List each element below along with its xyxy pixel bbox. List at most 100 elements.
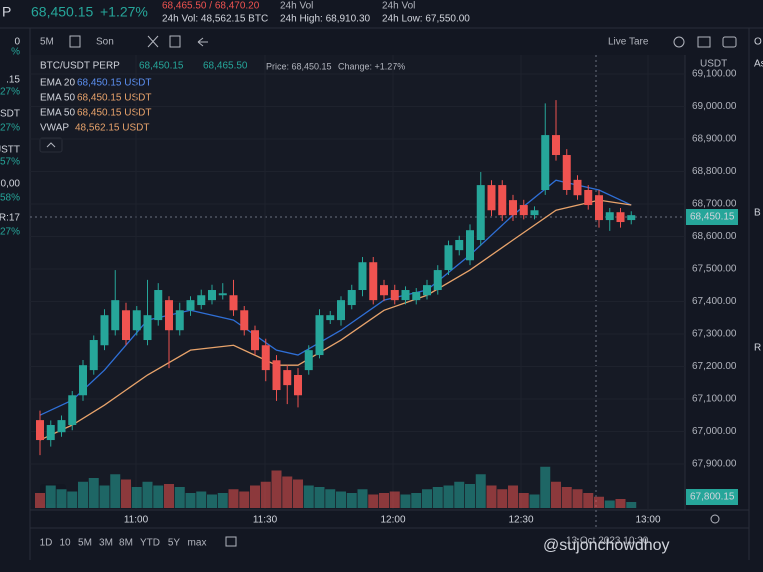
volume-bar [400,494,411,508]
volume: 24h Vol: 48,562.15 BTC [162,14,268,25]
bid-ask: 68,465.50 / 68,470.20 [162,1,260,12]
axis-settings-icon[interactable] [710,514,720,524]
volume-bar [45,485,56,508]
tool-icon[interactable] [147,35,159,48]
left-panel-text: .58% [0,193,20,204]
time-label: 11:00 [124,515,149,526]
collapse-button[interactable] [39,137,63,153]
volume-bar [443,485,454,508]
interval[interactable]: 5M [40,37,54,48]
volume-bar [465,484,475,508]
candle-body [573,179,582,196]
undo-icon[interactable] [197,37,208,47]
candle-body [519,205,528,216]
volume-bar [518,493,529,508]
range-button[interactable]: 3M [99,538,113,549]
volume-bar [164,484,174,508]
right-panel-text: B [754,208,761,219]
candle-body [562,155,571,190]
candle-body [79,365,87,396]
watermark: @sujonchowdhoy [543,537,670,554]
chart-type-icon[interactable] [69,35,81,48]
volume-bar [67,491,78,508]
range-button[interactable]: 5Y [168,538,181,549]
tool-icon[interactable] [169,35,181,48]
left-panel-text: 0 [14,37,20,48]
candle-body [294,375,302,396]
last-price-text: 68,450.15 [690,212,735,223]
candle-body [498,185,507,216]
candle-body [412,291,421,301]
indicator-name: VWAP [40,123,69,134]
candle-body [326,315,335,321]
low: 24h Low: 67,550.00 [382,14,470,25]
candle-body [283,370,292,386]
indicator-name: EMA 50 [40,108,75,119]
range-button[interactable]: 10 [59,538,71,549]
volume-bar [346,493,357,508]
left-panel-text: .27% [0,227,20,238]
change: +1.27% [100,4,148,20]
live-menu[interactable]: Live Tare [608,37,649,48]
fullscreen-icon[interactable] [697,36,711,48]
indicator-value: 68,450.15 USDT [77,108,152,119]
volume-bar [432,487,443,508]
volume-bar [131,487,142,508]
candle-body [175,310,184,331]
volume-bar [142,481,153,508]
collapse-icon [46,142,56,148]
volume-bar [336,491,346,508]
range-button[interactable]: YTD [140,538,160,549]
volume-bar [529,494,540,508]
range-button[interactable]: 8M [119,538,133,549]
left-panel-text: USDT [0,109,20,120]
indicator-name: EMA 20 [40,78,75,89]
volume-bar [572,489,583,508]
axis-unit: USDT [700,59,727,70]
candle-body [401,290,410,301]
volume-bar [121,479,131,508]
price: 68,450.15 [31,4,93,20]
volume-bar [508,485,518,508]
volume-bar [540,466,551,508]
candle-body [165,300,173,331]
plot-area [30,55,685,510]
range-button[interactable]: 5M [78,538,92,549]
settings-icon[interactable] [673,36,685,48]
stat-title: 24h Vol [382,1,415,12]
range-button[interactable]: max [188,538,207,549]
toolbar-item[interactable]: Son [96,37,114,48]
candle-body [509,200,517,216]
legend-ask: 68,465.50 [203,61,248,72]
volume-bar [325,489,336,508]
date-range-icon[interactable] [225,536,237,547]
price-label: 68,600.00 [692,231,737,242]
volume-bar [239,491,250,508]
price-label: 67,100.00 [692,394,737,405]
candle-body [358,262,367,291]
camera-icon[interactable] [722,36,737,48]
volume-bar [293,479,303,508]
volume-bar [303,485,314,508]
low-price-tag [686,489,738,505]
candle-body [337,300,345,321]
time-label: 12:00 [380,515,405,526]
volume-bar [561,487,572,508]
price-label: 68,800.00 [692,166,737,177]
candle-body [132,310,141,331]
volume-bar [217,493,228,508]
legend-change: Change: +1.27% [338,61,405,71]
volume-bar [314,487,325,508]
volume-bar [174,487,185,508]
price-label: 68,700.00 [692,199,737,210]
candle-body [530,210,539,216]
right-panel-text: O [754,37,762,48]
crosshair-time: 13 Oct 2023 10:30 [566,536,649,547]
price-label: 67,500.00 [692,264,737,275]
footer [0,560,763,572]
volume-bar [626,502,637,508]
price-label: 69,100.00 [692,69,737,80]
range-button[interactable]: 1D [40,538,53,549]
price-label: 67,900.00 [692,459,737,470]
price-label: 69,000.00 [692,101,737,112]
